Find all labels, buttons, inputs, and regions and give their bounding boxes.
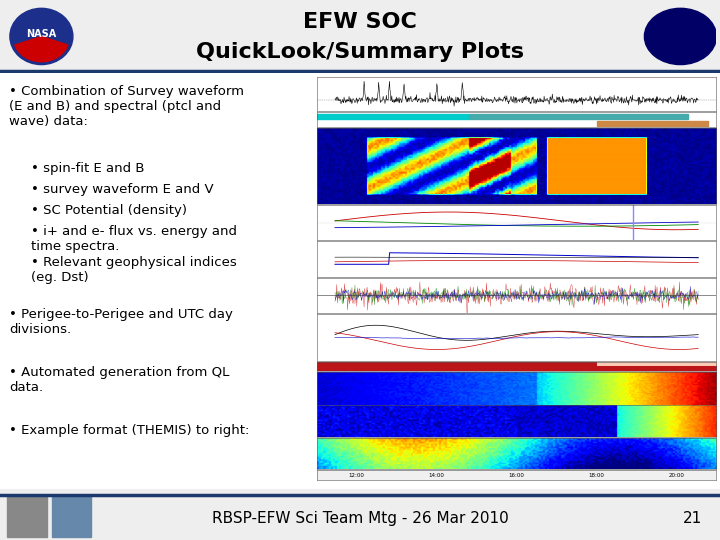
Wedge shape	[14, 37, 68, 62]
Text: • Combination of Survey waveform
(E and B) and spectral (ptcl and
wave) data:: • Combination of Survey waveform (E and …	[9, 85, 244, 129]
Text: • Example format (THEMIS) to right:: • Example format (THEMIS) to right:	[9, 424, 250, 437]
Text: • Automated generation from QL
data.: • Automated generation from QL data.	[9, 366, 230, 394]
Text: QuickLook/Summary Plots: QuickLook/Summary Plots	[196, 43, 524, 63]
Text: 18:00: 18:00	[588, 472, 605, 478]
Text: RBSP-EFW Sci Team Mtg - 26 Mar 2010: RBSP-EFW Sci Team Mtg - 26 Mar 2010	[212, 511, 508, 526]
Bar	[469, 114, 688, 119]
Bar	[7, 496, 47, 537]
Text: • i+ and e- flux vs. energy and
time spectra.: • i+ and e- flux vs. energy and time spe…	[32, 225, 238, 253]
Circle shape	[652, 15, 708, 58]
Circle shape	[10, 8, 73, 65]
Text: NASA: NASA	[26, 29, 57, 39]
Text: • Perigee-to-Perigee and UTC day
divisions.: • Perigee-to-Perigee and UTC day divisio…	[9, 308, 233, 336]
Text: 12:00: 12:00	[348, 472, 365, 478]
Circle shape	[661, 21, 701, 52]
Text: 21: 21	[683, 511, 702, 526]
Text: 16:00: 16:00	[508, 472, 525, 478]
Bar	[596, 120, 708, 126]
Circle shape	[672, 30, 688, 43]
Text: • SC Potential (density): • SC Potential (density)	[32, 204, 187, 217]
Circle shape	[657, 18, 704, 55]
Circle shape	[644, 8, 716, 65]
Circle shape	[669, 28, 692, 45]
Circle shape	[665, 24, 696, 49]
Text: • survey waveform E and V: • survey waveform E and V	[32, 183, 214, 196]
Text: • Relevant geophysical indices
(eg. Dst): • Relevant geophysical indices (eg. Dst)	[32, 256, 237, 284]
Bar	[317, 114, 469, 119]
Text: 14:00: 14:00	[428, 472, 445, 478]
Circle shape	[649, 11, 712, 62]
Text: • spin-fit E and B: • spin-fit E and B	[32, 163, 145, 176]
Circle shape	[677, 33, 684, 39]
Bar	[52, 496, 91, 537]
Text: EFW SOC: EFW SOC	[303, 12, 417, 32]
Text: 20:00: 20:00	[668, 472, 685, 478]
